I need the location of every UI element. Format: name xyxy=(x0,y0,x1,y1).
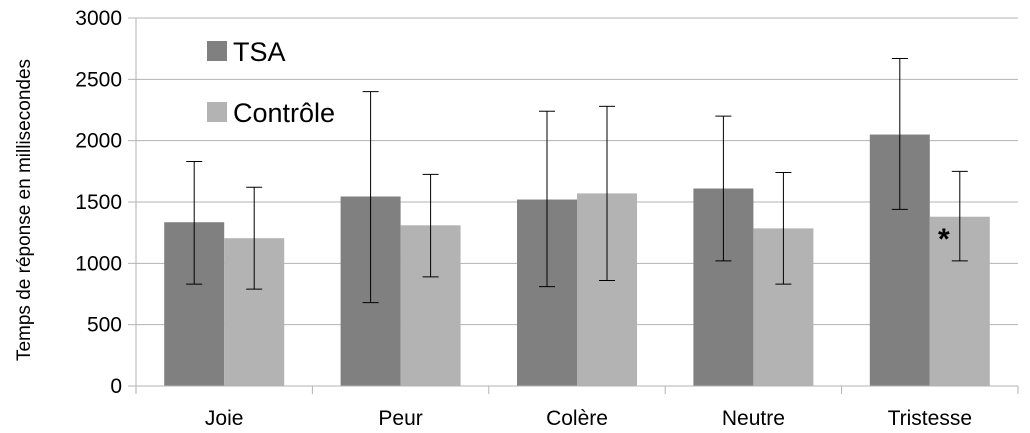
y-tick-label: 1000 xyxy=(75,252,122,275)
axes xyxy=(135,18,1019,394)
legend-swatch xyxy=(207,102,227,122)
significance-annotation: * xyxy=(938,223,950,256)
x-axis-tick-labels: Joie Peur Colère Neutre Tristesse xyxy=(205,407,972,430)
legend-label: Contrôle xyxy=(233,98,335,128)
bars xyxy=(164,134,990,386)
x-tick-label: Colère xyxy=(546,407,608,430)
y-axis-label: Temps de réponse en millisecondes xyxy=(14,59,35,361)
y-tick-label: 500 xyxy=(87,314,122,337)
legend-swatch xyxy=(207,41,227,61)
annotations: * xyxy=(938,223,950,256)
error-bars xyxy=(186,57,968,304)
y-tick-label: 3000 xyxy=(75,7,122,30)
legend: TSA Contrôle xyxy=(207,37,335,128)
y-tick-label: 1500 xyxy=(75,191,122,214)
y-axis-tick-labels: 0 500 1000 1500 2000 2500 3000 xyxy=(75,7,122,398)
x-tick-label: Neutre xyxy=(722,407,785,430)
x-tick-label: Peur xyxy=(378,407,422,430)
x-tick-label: Tristesse xyxy=(888,407,972,430)
y-tick-label: 2000 xyxy=(75,130,122,153)
y-tick-label: 0 xyxy=(110,375,122,398)
x-tick-label: Joie xyxy=(205,407,244,430)
y-tick-label: 2500 xyxy=(75,68,122,91)
legend-label: TSA xyxy=(233,37,286,67)
